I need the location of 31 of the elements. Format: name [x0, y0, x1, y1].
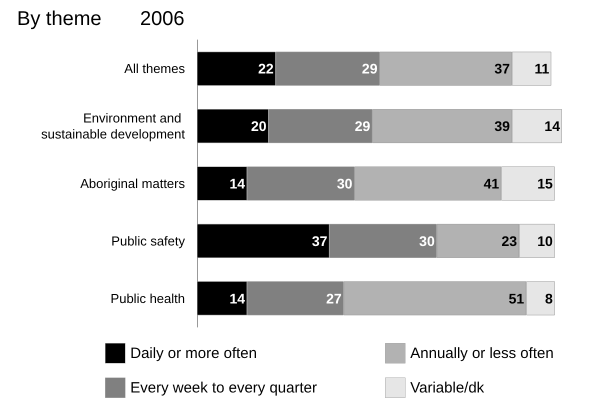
data-label: 51 [508, 290, 524, 306]
data-label: 14 [230, 290, 246, 306]
legend-label: Daily or more often [130, 344, 257, 362]
data-label: 23 [501, 232, 518, 249]
data-label: 10 [537, 232, 554, 249]
data-label: 14 [544, 118, 560, 134]
data-label: 14 [230, 176, 246, 192]
data-label: 22 [258, 60, 274, 77]
y-tick-label: Environment and sustainable development [41, 110, 186, 142]
data-label: 11 [534, 60, 550, 77]
y-tick-label: Aboriginal matters [80, 176, 186, 191]
data-label: 29 [362, 60, 378, 77]
legend-label: Every week to every quarter [130, 379, 317, 396]
chart-subtitle: 2006 [140, 8, 184, 30]
data-label: 30 [336, 176, 353, 192]
data-label: 8 [545, 290, 554, 306]
data-label: 37 [494, 60, 510, 77]
chart-title: By theme [17, 8, 102, 30]
data-label: 41 [484, 176, 500, 192]
data-label: 15 [537, 176, 554, 192]
data-label: 27 [326, 290, 342, 306]
data-label: 37 [312, 232, 328, 249]
data-label: 20 [250, 118, 267, 134]
legend-label: Annually or less often [410, 344, 554, 362]
legend-label: Variable/dk [410, 379, 485, 396]
y-tick-label: Public health [110, 290, 185, 306]
y-tick-label: All themes [124, 61, 186, 76]
data-label: 30 [419, 232, 435, 249]
y-tick-label: Public safety [111, 233, 186, 248]
data-label: 29 [354, 118, 371, 134]
data-label: 39 [494, 118, 510, 134]
